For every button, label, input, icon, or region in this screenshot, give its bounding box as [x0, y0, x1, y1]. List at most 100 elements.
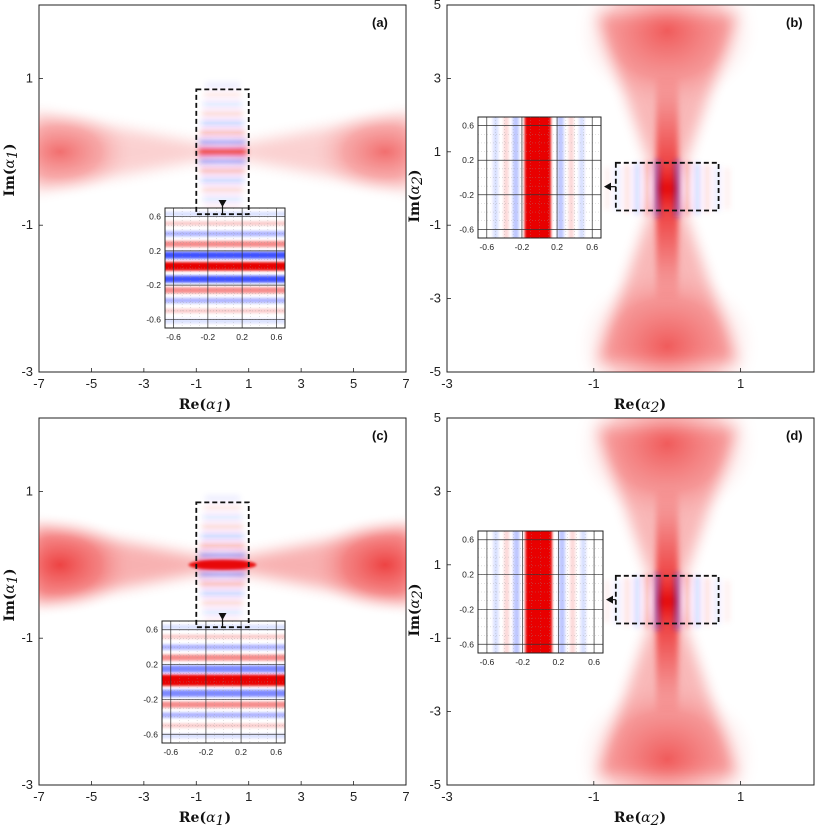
- panel-b-xlabel: Re(α2): [614, 397, 666, 416]
- panel-d-xtick-label: 1: [737, 789, 744, 804]
- panel-d-fringe: [704, 577, 710, 626]
- panel-c-inset-xtick-label: -0.2: [199, 747, 214, 757]
- panel-a-xtick-label: 7: [402, 376, 409, 391]
- panel-d-fringes: [604, 573, 730, 630]
- panel-b-ytick-label: 1: [434, 144, 441, 159]
- panel-c-ytick-label: -3: [21, 777, 33, 792]
- panel-d-fringe: [604, 580, 610, 623]
- panel-a-xtick-label: 5: [350, 376, 357, 391]
- panel-a-inset: -0.6 -0.2 0.2 0.6 0.6 0.2 -0.2 -0.6: [146, 207, 286, 342]
- panel-d-inset: -0.6 -0.2 0.2 0.6 0.6 0.2 -0.2 -0.6: [459, 530, 604, 667]
- panel-a-xtick-label: -5: [86, 376, 98, 391]
- panel-c-xtick-label: 1: [245, 789, 252, 804]
- panel-c-inset-xtick-label: 0.6: [270, 747, 282, 757]
- panel-b-zoom-box: [614, 161, 720, 212]
- panel-b-fringe: [634, 163, 640, 214]
- panel-a-ytick-label: 1: [26, 70, 33, 85]
- panel-b-inset-xtick-label: -0.2: [515, 242, 530, 252]
- panel-b-xtick-label: 1: [737, 376, 744, 391]
- panel-d-inset-band: [503, 531, 510, 653]
- panel-a-fringe: [201, 120, 244, 126]
- panel-d-inset-xtick-label: -0.2: [515, 657, 530, 667]
- panel-d-xtick-label: -3: [441, 789, 453, 804]
- panel-a-fringe: [201, 177, 244, 183]
- panel-a-xtick-label: 3: [298, 376, 305, 391]
- panel-d-fringe: [694, 576, 700, 627]
- panel-b-inset-ytick-label: 0.2: [462, 155, 474, 165]
- panel-b-inset-frame: [477, 116, 602, 239]
- panel-a-fringe: [198, 149, 247, 155]
- panel-d-inset-xtick-label: 0.2: [552, 657, 564, 667]
- panel-d-inset-ytick-label: -0.6: [459, 639, 474, 649]
- panel-b-ytick-label: 5: [434, 0, 441, 12]
- panel-c-ytick-label: 1: [26, 483, 33, 498]
- panel-a-fringe: [205, 82, 240, 88]
- panel-a-inset-band: [165, 251, 285, 259]
- panel-c-xtick-label: 7: [402, 789, 409, 804]
- panel-c-plot: [39, 495, 406, 634]
- panel-d-plot: [572, 418, 763, 785]
- panel-b-inset-ytick-label: -0.2: [459, 190, 474, 200]
- panel-c-xtick-label: -1: [191, 789, 203, 804]
- panel-a-inset-xtick-label: 0.6: [271, 332, 283, 342]
- panel-d-fringe: [654, 573, 660, 630]
- panel-d-inset-band: [569, 531, 576, 653]
- panel-d-inset-frame: [477, 530, 604, 654]
- panel-c-label: (c): [372, 428, 388, 443]
- panel-b-fringe: [644, 161, 650, 216]
- panel-d-xlabel: Re(α2): [614, 810, 666, 827]
- panel-b-ytick-label: -3: [429, 291, 441, 306]
- panel-a-xtick-label: -1: [191, 376, 203, 391]
- panel-c-inset-ytick-label: 0.2: [146, 660, 158, 670]
- panel-d-inset-bands: [493, 531, 587, 653]
- panel-a-inset-band: [165, 319, 285, 324]
- panel-b-fringe: [624, 164, 630, 213]
- panel-d-ytick-label: 1: [434, 557, 441, 572]
- panel-c-inset-xtick-label: 0.2: [235, 747, 247, 757]
- panel-c-inset-band: [162, 723, 285, 728]
- panel-c-fringe: [203, 609, 242, 615]
- panel-d-core: [656, 491, 679, 712]
- panel-b-inset-xtick-label: 0.2: [551, 242, 563, 252]
- panel-d-zoom-box: [614, 574, 720, 625]
- panel-c-fringe: [200, 543, 245, 549]
- panel-c-xtick-label: -5: [86, 789, 98, 804]
- panel-d-ylabel: Im(α2): [407, 583, 426, 636]
- panel-b-fringe: [604, 167, 610, 210]
- panel-d-inset-band: [513, 531, 520, 653]
- panel-d-inset-ytick-label: -0.2: [459, 604, 474, 614]
- panel-c-fringe: [205, 495, 240, 501]
- panel-c-fringe: [201, 533, 244, 539]
- panel-b-zoom-arrowhead: [604, 182, 611, 191]
- panel-a-fringe: [204, 92, 241, 98]
- panel-a-fringe: [202, 187, 243, 193]
- panel-a-xtick-label: -7: [33, 376, 45, 391]
- panel-c-inset-xtick-label: -0.6: [163, 747, 178, 757]
- panel-d-ytick-label: 5: [434, 410, 441, 425]
- panel-a-inset-xtick-label: 0.2: [236, 332, 248, 342]
- panel-d-ytick-label: 3: [434, 483, 441, 498]
- panel-a-inset-xtick-label: -0.6: [166, 332, 181, 342]
- panel-c-inset-frame: [161, 620, 286, 744]
- panel-c-fringe: [203, 514, 242, 520]
- panel-b-xtick-label: -3: [441, 376, 453, 391]
- panel-b-fringes: [604, 160, 730, 217]
- panel-c-xtick-label: -7: [33, 789, 45, 804]
- panel-c-xlabel: Re(α1): [179, 810, 231, 827]
- panel-d-inset-ytick-label: 0.2: [462, 570, 474, 580]
- panel-c-inset-band: [162, 674, 285, 686]
- panel-b-inset-xtick-label: 0.6: [586, 242, 598, 252]
- panel-b-inset-band: [503, 117, 509, 238]
- panel-c-inset: -0.6 -0.2 0.2 0.6 0.6 0.2 -0.2 -0.6: [143, 620, 286, 757]
- panel-a-fringe: [200, 168, 245, 174]
- panel-c-inset-ytick-label: 0.6: [146, 625, 158, 635]
- panel-a-zoom-arrowhead: [218, 200, 227, 207]
- panel-a-inset-ytick-label: 0.6: [149, 212, 161, 222]
- panel-a-fringe: [203, 196, 242, 202]
- panel-c-ylabel: Im(α1): [2, 568, 21, 621]
- panel-a-xtick-label: 1: [245, 376, 252, 391]
- panel-b-ytick-label: 3: [434, 70, 441, 85]
- panel-a-inset-ytick-label: 0.2: [149, 246, 161, 256]
